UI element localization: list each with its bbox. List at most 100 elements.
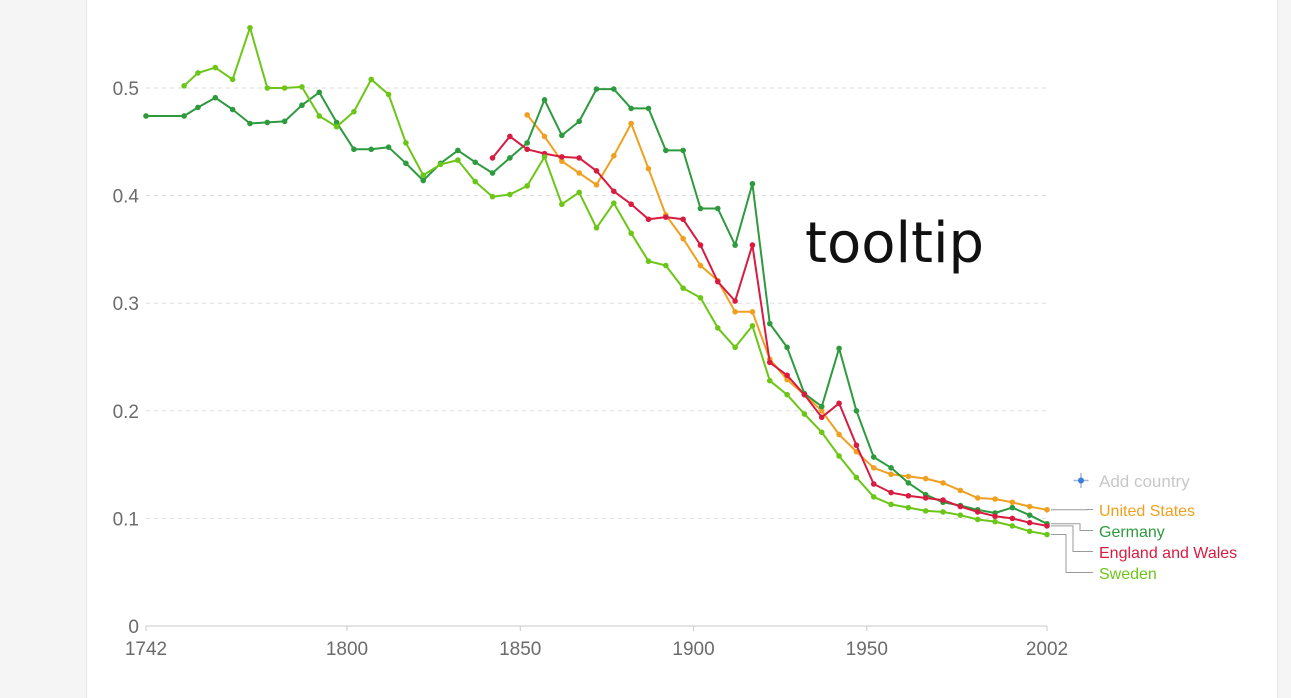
series-united-states[interactable]: [524, 112, 1049, 512]
data-point[interactable]: [282, 119, 288, 125]
data-point[interactable]: [438, 162, 444, 168]
data-point[interactable]: [663, 263, 669, 269]
data-point[interactable]: [819, 430, 825, 436]
data-point[interactable]: [507, 134, 513, 140]
data-point[interactable]: [940, 497, 946, 503]
data-point[interactable]: [559, 201, 565, 207]
data-point[interactable]: [680, 148, 686, 154]
data-point[interactable]: [836, 432, 842, 438]
data-point[interactable]: [299, 84, 305, 90]
data-point[interactable]: [940, 509, 946, 515]
data-point[interactable]: [264, 85, 270, 91]
data-point[interactable]: [888, 490, 894, 496]
data-point[interactable]: [732, 242, 738, 248]
data-point[interactable]: [351, 147, 357, 153]
data-point[interactable]: [888, 502, 894, 508]
data-point[interactable]: [524, 112, 530, 118]
data-point[interactable]: [628, 230, 634, 236]
data-point[interactable]: [594, 225, 600, 231]
data-point[interactable]: [143, 113, 149, 119]
data-point[interactable]: [906, 493, 912, 499]
add-country-control[interactable]: Add country: [1074, 472, 1191, 491]
series-sweden[interactable]: [181, 25, 1049, 537]
data-point[interactable]: [1027, 529, 1033, 535]
data-point[interactable]: [351, 109, 357, 115]
data-point[interactable]: [247, 25, 253, 31]
data-point[interactable]: [767, 321, 773, 327]
data-point[interactable]: [871, 454, 877, 460]
data-point[interactable]: [680, 236, 686, 242]
data-point[interactable]: [906, 505, 912, 511]
data-point[interactable]: [836, 346, 842, 352]
series-line[interactable]: [184, 28, 1047, 535]
data-point[interactable]: [455, 157, 461, 163]
data-point[interactable]: [732, 309, 738, 315]
data-point[interactable]: [906, 480, 912, 486]
data-point[interactable]: [819, 414, 825, 420]
data-point[interactable]: [732, 298, 738, 304]
data-point[interactable]: [646, 216, 652, 222]
data-point[interactable]: [195, 105, 201, 111]
data-point[interactable]: [1027, 504, 1033, 510]
data-point[interactable]: [750, 242, 756, 248]
data-point[interactable]: [819, 404, 825, 410]
data-point[interactable]: [264, 120, 270, 126]
data-point[interactable]: [888, 465, 894, 471]
data-point[interactable]: [975, 495, 981, 501]
legend-item-england-and-wales[interactable]: England and Wales: [1099, 545, 1237, 562]
data-point[interactable]: [628, 106, 634, 112]
data-point[interactable]: [576, 170, 582, 176]
data-point[interactable]: [646, 258, 652, 264]
data-point[interactable]: [282, 85, 288, 91]
data-point[interactable]: [1044, 532, 1050, 538]
data-point[interactable]: [386, 144, 392, 150]
data-point[interactable]: [368, 147, 374, 153]
data-point[interactable]: [611, 188, 617, 194]
data-point[interactable]: [802, 411, 808, 417]
data-point[interactable]: [542, 134, 548, 140]
data-point[interactable]: [767, 378, 773, 384]
data-point[interactable]: [1027, 512, 1033, 518]
series-line[interactable]: [146, 89, 1047, 524]
data-point[interactable]: [802, 392, 808, 398]
data-point[interactable]: [594, 168, 600, 174]
data-point[interactable]: [611, 86, 617, 92]
data-point[interactable]: [1010, 499, 1016, 505]
series-england-and-wales[interactable]: [490, 134, 1050, 529]
data-point[interactable]: [698, 263, 704, 269]
series-line[interactable]: [527, 115, 1047, 510]
data-point[interactable]: [181, 83, 187, 89]
data-point[interactable]: [715, 206, 721, 212]
data-point[interactable]: [958, 512, 964, 518]
data-point[interactable]: [992, 519, 998, 525]
data-point[interactable]: [524, 147, 530, 153]
data-point[interactable]: [958, 488, 964, 494]
data-point[interactable]: [750, 323, 756, 329]
data-point[interactable]: [992, 496, 998, 502]
data-point[interactable]: [784, 345, 790, 351]
data-point[interactable]: [836, 453, 842, 459]
data-point[interactable]: [628, 121, 634, 127]
data-point[interactable]: [181, 113, 187, 119]
data-point[interactable]: [767, 360, 773, 366]
data-point[interactable]: [594, 182, 600, 188]
data-point[interactable]: [854, 442, 860, 448]
data-point[interactable]: [1010, 505, 1016, 511]
data-point[interactable]: [854, 475, 860, 481]
data-point[interactable]: [230, 77, 236, 83]
data-point[interactable]: [559, 154, 565, 160]
data-point[interactable]: [1044, 523, 1050, 529]
data-point[interactable]: [628, 201, 634, 207]
data-point[interactable]: [386, 92, 392, 98]
data-point[interactable]: [230, 107, 236, 113]
data-point[interactable]: [247, 121, 253, 127]
data-point[interactable]: [576, 190, 582, 196]
data-point[interactable]: [750, 181, 756, 187]
legend-item-sweden[interactable]: Sweden: [1099, 566, 1157, 583]
data-point[interactable]: [906, 474, 912, 480]
data-point[interactable]: [992, 513, 998, 519]
data-point[interactable]: [316, 90, 322, 96]
data-point[interactable]: [403, 161, 409, 167]
data-point[interactable]: [698, 206, 704, 212]
data-point[interactable]: [403, 140, 409, 146]
